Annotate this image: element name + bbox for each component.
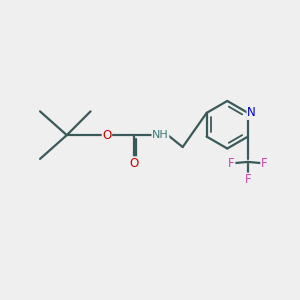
Text: N: N bbox=[247, 106, 256, 119]
Text: F: F bbox=[244, 173, 251, 186]
Text: F: F bbox=[261, 157, 268, 170]
Text: O: O bbox=[129, 157, 138, 170]
Text: NH: NH bbox=[152, 130, 169, 140]
Text: O: O bbox=[102, 129, 112, 142]
Text: F: F bbox=[228, 157, 235, 170]
